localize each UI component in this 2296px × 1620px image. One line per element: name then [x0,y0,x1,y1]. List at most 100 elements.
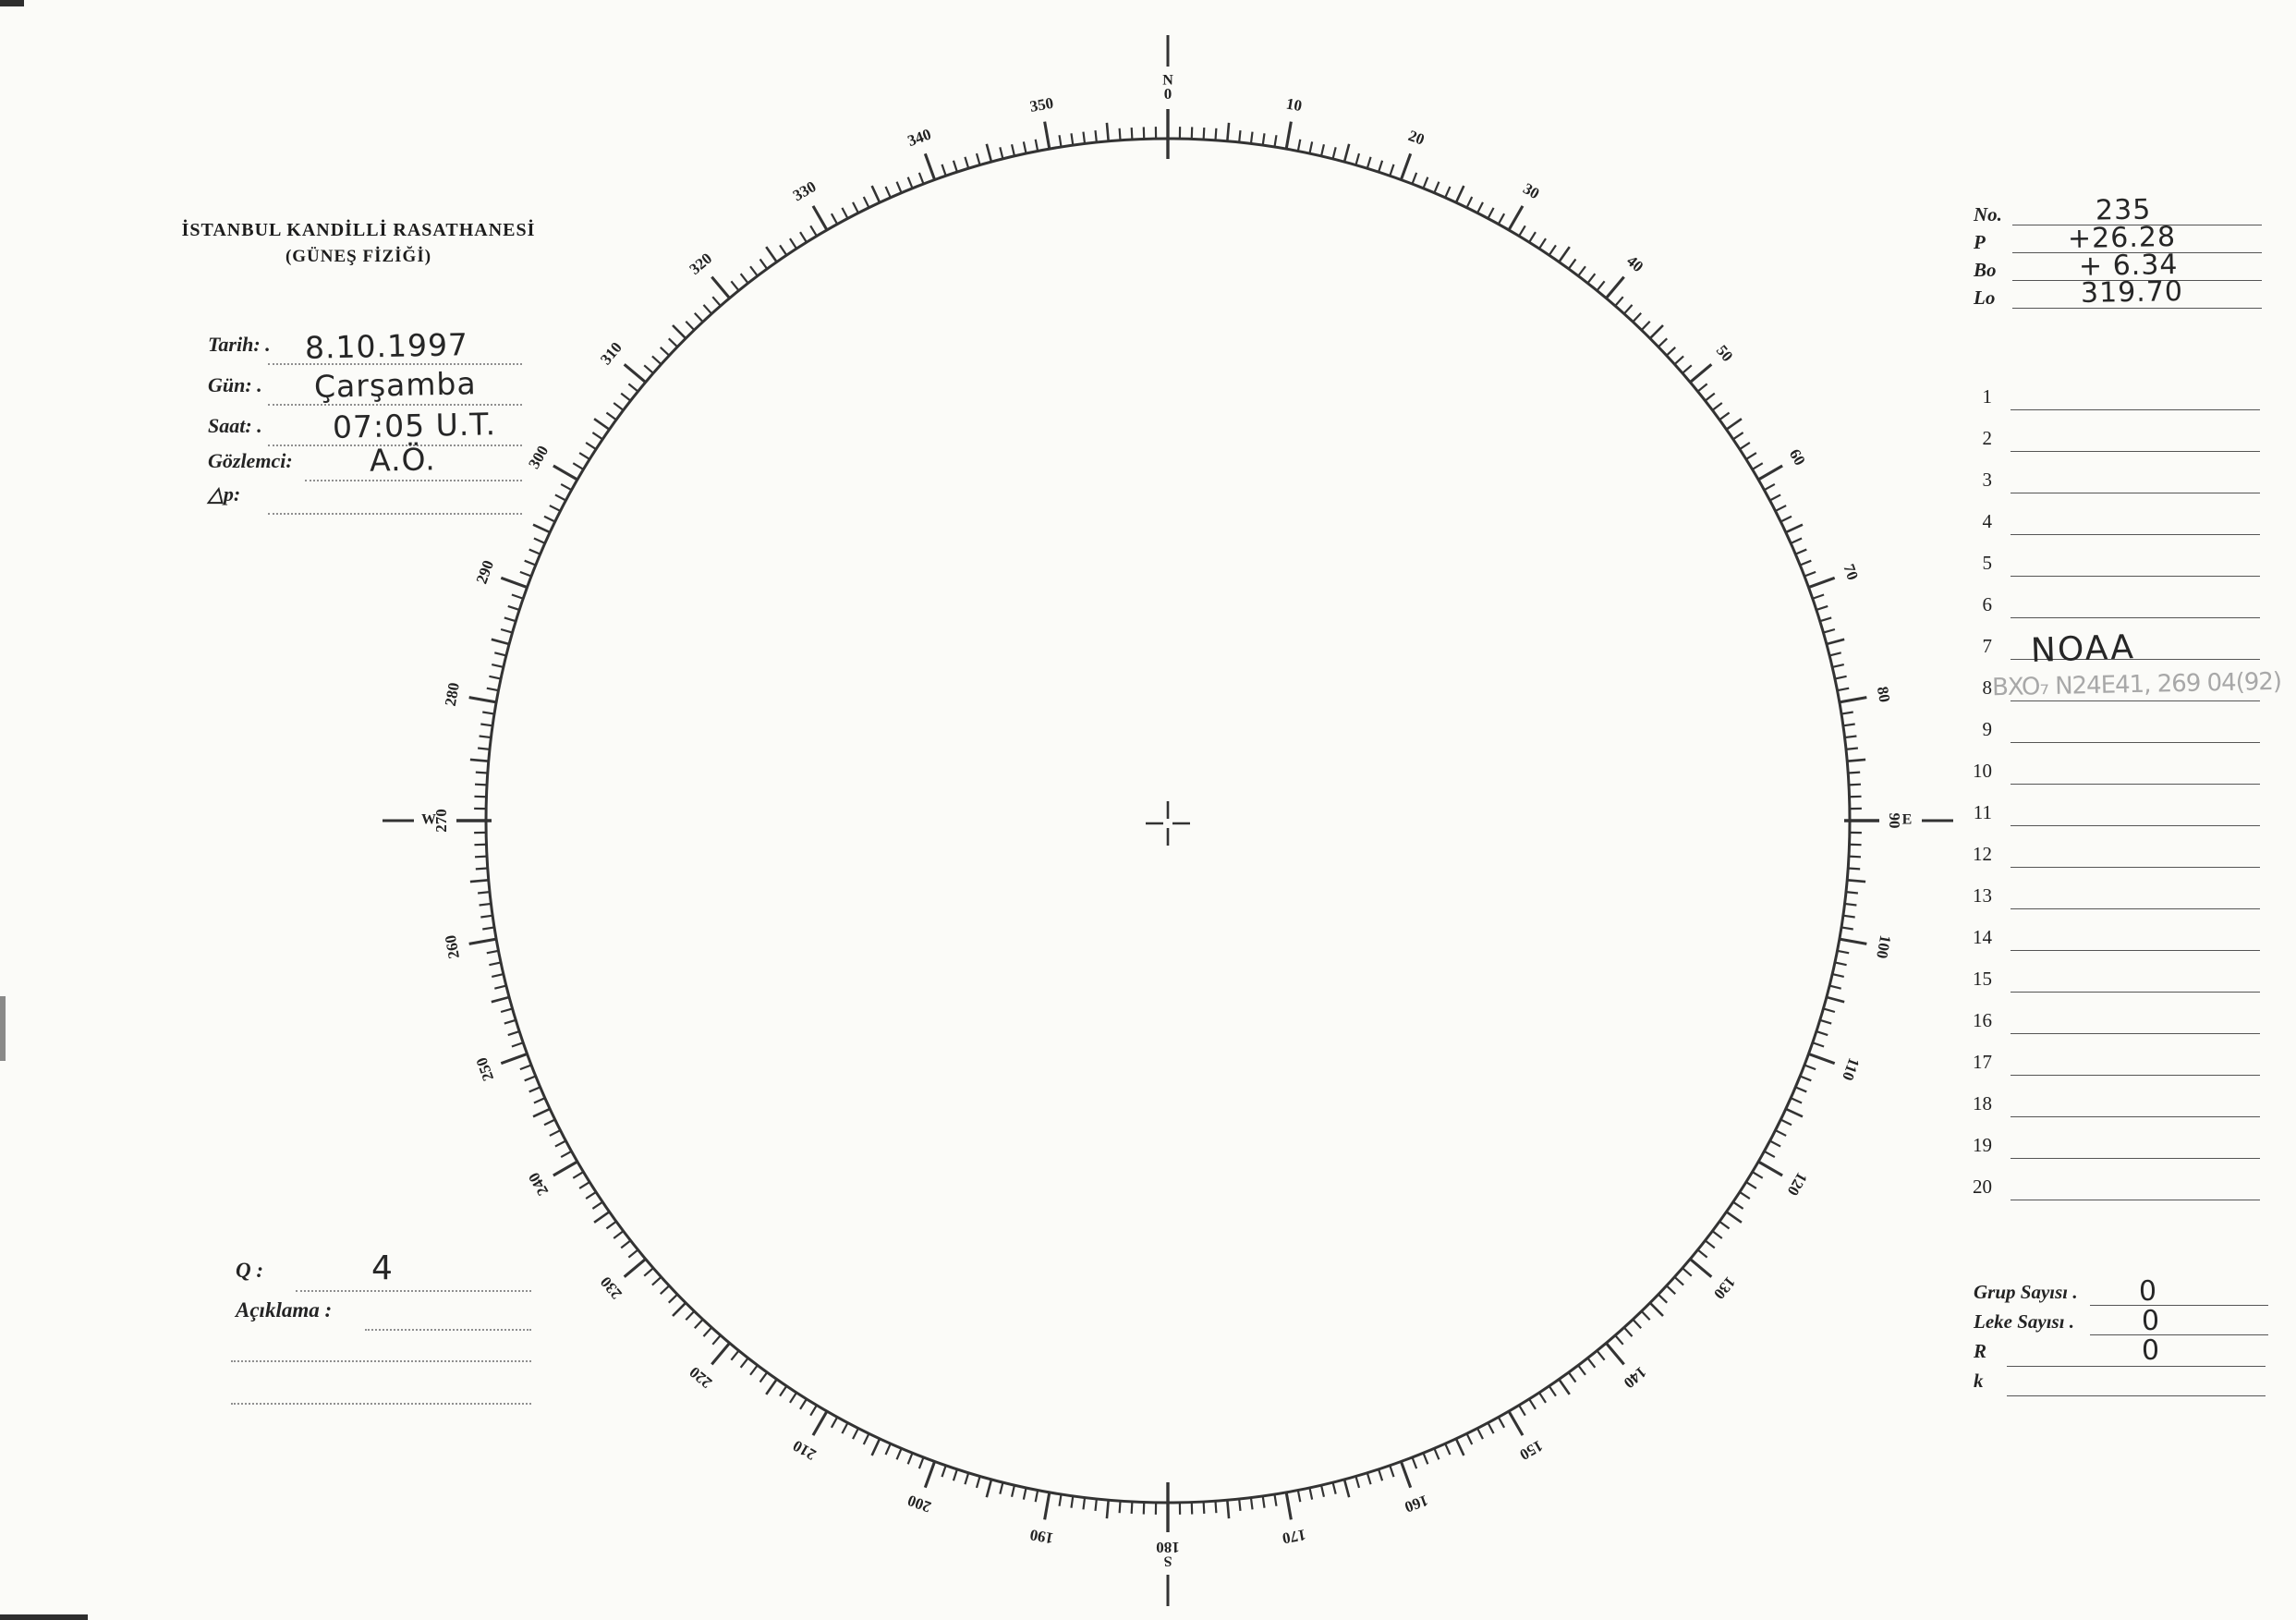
minor-tick [941,164,947,177]
minor-tick [799,1398,808,1410]
minor-tick [1538,1392,1547,1404]
major-tick [468,696,497,704]
minor-tick [1538,238,1547,250]
minor-tick [1070,1495,1075,1508]
minor-tick [500,627,513,634]
minor-tick [627,383,639,393]
region-row-line [2011,451,2260,452]
minor-tick [1842,723,1855,727]
degree-label: 120 [1784,1170,1811,1200]
r-line [2007,1366,2266,1367]
major-tick [1284,1492,1293,1520]
degree-label: 250 [473,1055,498,1083]
minor-tick [1366,1472,1372,1485]
gun-line [268,404,522,406]
minor-tick [1752,1171,1764,1179]
minor-tick [1682,1267,1693,1277]
minor-tick [585,442,597,450]
medium-tick [765,246,778,263]
minor-tick [1804,1064,1816,1071]
major-tick [923,1460,937,1489]
minor-tick [1739,1191,1751,1200]
minor-tick [1567,1371,1577,1383]
region-row-number: 17 [1973,1051,1992,1073]
r-value: 0 [2141,1334,2161,1368]
minor-tick [524,559,537,566]
minor-tick [906,177,914,189]
degree-label: 220 [686,1363,716,1392]
major-tick [1507,205,1525,231]
minor-tick [759,1371,769,1383]
minor-tick [479,902,492,907]
minor-tick [1010,1484,1016,1497]
region-row-line [2011,908,2260,909]
scan-smudge-left-edge [0,996,6,1061]
cardinal-letter-e: E [1902,812,1913,828]
region-row-line [2011,784,2260,785]
medium-tick [532,1107,551,1118]
minor-tick [975,152,981,165]
minor-tick [1319,1484,1326,1497]
major-tick [1689,363,1713,384]
minor-tick [964,156,970,169]
minor-tick [486,949,499,955]
minor-tick [1058,135,1063,148]
minor-tick [1837,687,1850,692]
minor-tick [1319,144,1326,157]
minor-tick [1745,452,1757,460]
degree-label: 280 [442,681,463,707]
minor-tick [694,312,704,323]
minor-tick [1834,961,1847,967]
minor-tick [504,1018,516,1025]
minor-tick [1433,1447,1440,1460]
degree-label: 30 [1520,179,1542,202]
major-tick [553,1160,578,1177]
medium-tick [1558,246,1571,263]
minor-tick [475,867,488,871]
department-subtitle: (GÜNEŞ FİZİĞİ) [285,247,432,266]
degree-label: 110 [1839,1055,1863,1083]
degree-label: 340 [905,126,933,151]
minor-tick [711,296,722,307]
minor-tick [759,258,769,270]
minor-tick [1249,131,1254,144]
minor-tick [591,1200,603,1210]
minor-tick [549,505,561,512]
p-label: P [1974,231,1986,253]
minor-tick [852,1428,859,1440]
medium-tick [870,185,881,203]
minor-tick [477,747,491,750]
minor-tick [591,432,603,441]
minor-tick [1411,1456,1418,1469]
minor-tick [1548,1385,1557,1397]
minor-tick [702,1326,712,1337]
degree-label: 70 [1840,562,1862,582]
minor-tick [1816,1030,1828,1037]
minor-tick [1082,1497,1087,1510]
minor-tick [964,1472,970,1485]
minor-tick [1732,1200,1744,1210]
minor-tick [668,1293,678,1304]
major-tick [1507,1410,1525,1436]
degree-label: 180 [1156,1539,1180,1556]
minor-tick [1261,1495,1266,1508]
minor-tick [474,783,488,786]
minor-tick [1130,127,1134,140]
minor-tick [1422,1452,1429,1465]
minor-tick [1249,1497,1254,1510]
observatory-title: İSTANBUL KANDİLLİ RASATHANESİ [181,220,536,240]
minor-tick [1842,914,1855,919]
region-row7-noaa-value: NOAA [2030,628,2136,670]
minor-tick [504,616,516,623]
minor-tick [543,515,556,523]
gozlemci-value: A.Ö. [369,441,437,479]
minor-tick [1823,1007,1836,1014]
region-row-number: 18 [1973,1092,1992,1115]
minor-tick [1022,1487,1027,1500]
minor-tick [884,1443,892,1456]
minor-tick [952,1468,958,1481]
minor-tick [1844,735,1857,739]
minor-tick [1355,1476,1361,1489]
minor-tick [841,1422,849,1434]
